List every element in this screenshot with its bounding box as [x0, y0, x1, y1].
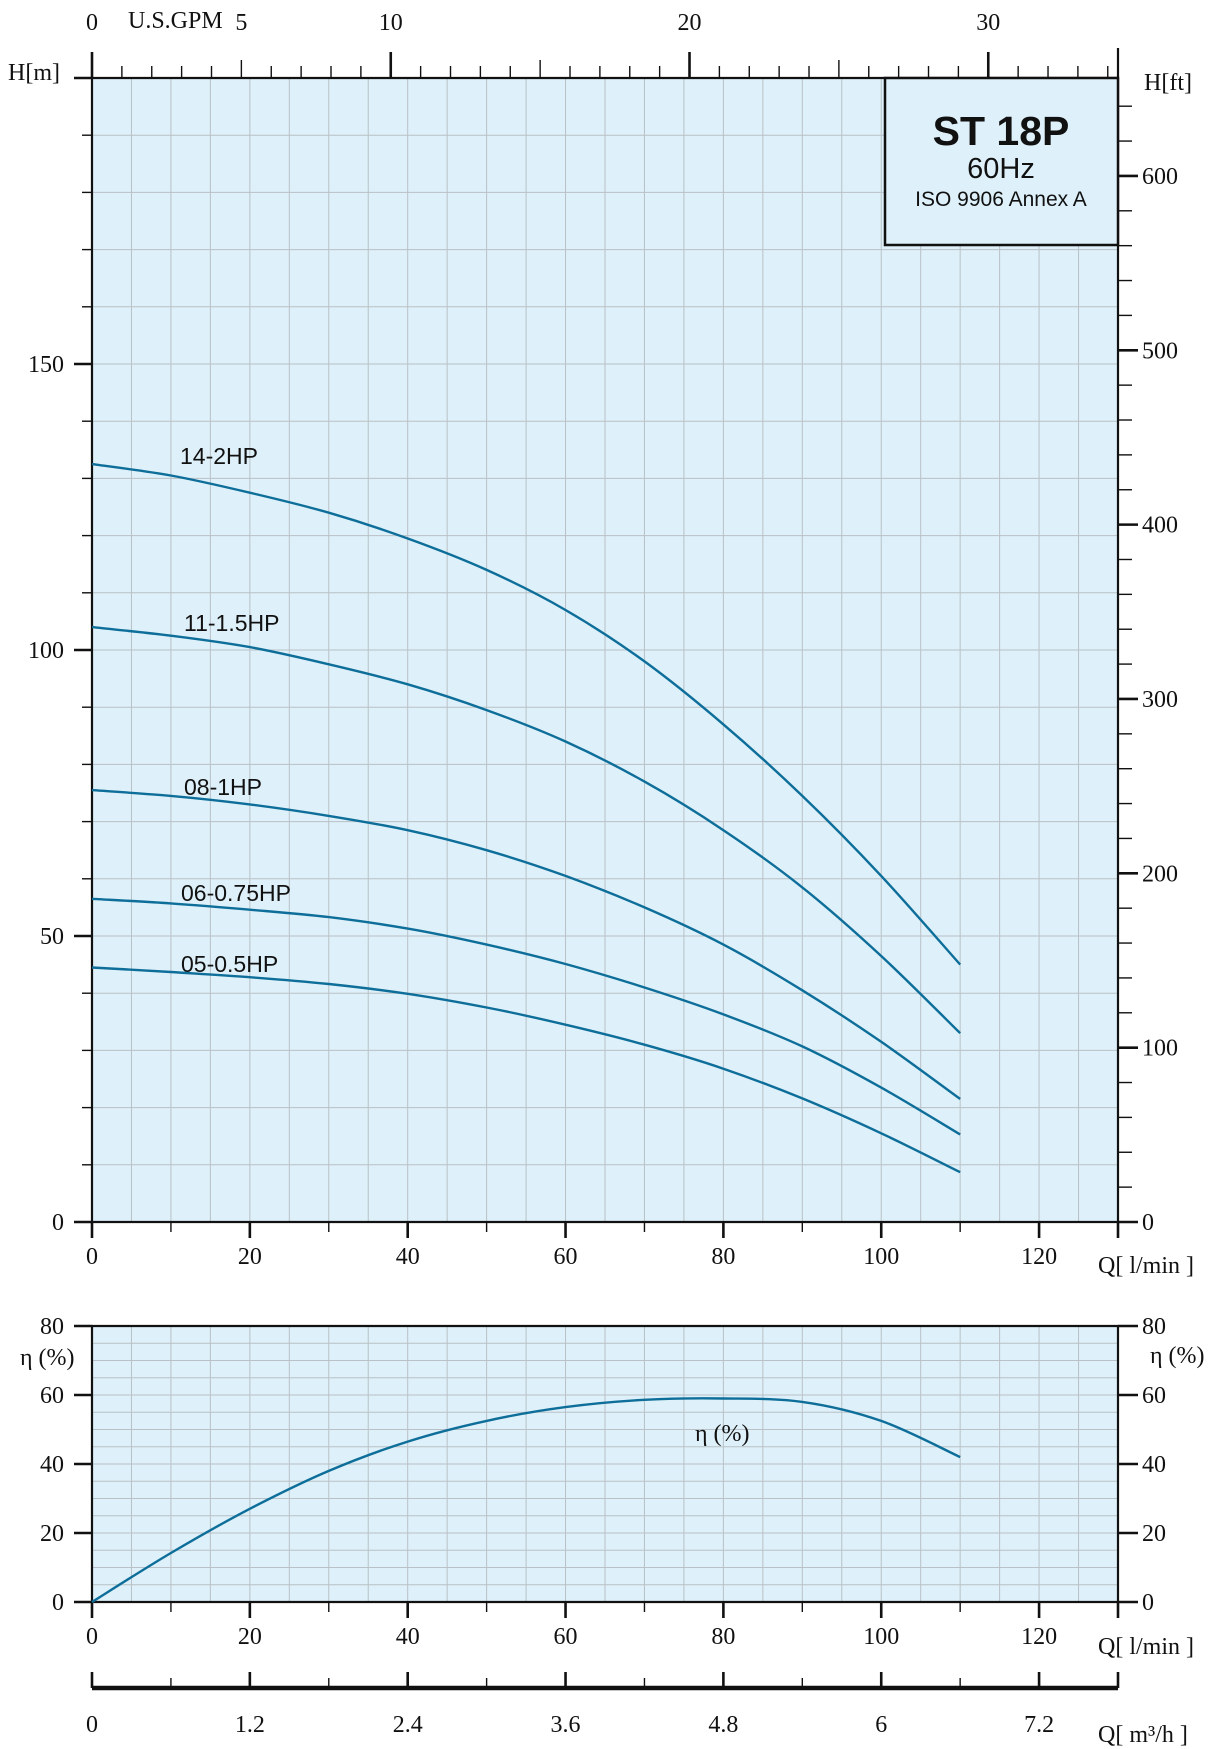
head-ft-tick-label: 300	[1142, 687, 1178, 713]
head-ft-axis-label: H[ft]	[1144, 70, 1192, 96]
flow-lmin-tick-label: 20	[238, 1624, 262, 1650]
head-ft-tick-label: 0	[1142, 1210, 1154, 1236]
flow-lmin-axis-label-top: Q[ l/min ]	[1098, 1253, 1194, 1279]
head-m-axis-label: H[m]	[8, 60, 60, 86]
flow-m3h-tick-label: 4.8	[708, 1712, 738, 1738]
efficiency-right-tick-label: 0	[1142, 1590, 1154, 1616]
head-ft-tick-label: 100	[1142, 1036, 1178, 1062]
flow-lmin-tick-label: 120	[1021, 1244, 1057, 1270]
curve-label: 11-1.5HP	[184, 610, 279, 636]
flow-m3h-tick-label: 3.6	[551, 1712, 581, 1738]
flow-lmin-tick-label: 40	[396, 1244, 420, 1270]
head-m-tick-label: 150	[28, 352, 64, 378]
head-ft-tick-label: 600	[1142, 164, 1178, 190]
head-ft-tick-label: 500	[1142, 338, 1178, 364]
flow-lmin-tick-label: 60	[554, 1244, 578, 1270]
gpm-tick-label: 30	[976, 10, 1000, 36]
efficiency-right-axis-label: η (%)	[1150, 1343, 1205, 1369]
efficiency-left-axis-label: η (%)	[20, 1345, 75, 1371]
efficiency-left-tick-label: 80	[40, 1314, 64, 1340]
flow-lmin-tick-label: 100	[863, 1244, 899, 1270]
efficiency-right-tick-label: 60	[1142, 1383, 1166, 1409]
gpm-tick-label: 0	[86, 10, 98, 36]
efficiency-right-tick-label: 20	[1142, 1521, 1166, 1547]
flow-lmin-tick-label: 80	[711, 1244, 735, 1270]
efficiency-left-tick-label: 60	[40, 1383, 64, 1409]
gpm-tick-label: 20	[678, 10, 702, 36]
efficiency-left-tick-label: 20	[40, 1521, 64, 1547]
efficiency-curves: η (%)	[91, 1397, 961, 1604]
flow-lmin-axis-label-bottom: Q[ l/min ]	[1098, 1634, 1194, 1660]
head-curve-14-2HP	[91, 462, 962, 966]
title-box	[883, 76, 1120, 247]
flow-m3h-tick-label: 1.2	[235, 1712, 265, 1738]
flow-m3h-tick-label: 0	[86, 1712, 98, 1738]
head-curve-11-1.5HP	[91, 625, 962, 1035]
gpm-axis-label: U.S.GPM	[128, 8, 223, 34]
head-ft-tick-label: 400	[1142, 513, 1178, 539]
efficiency-grid	[92, 1326, 1118, 1602]
curve-label: 14-2HP	[180, 443, 258, 469]
head-curve-08-1HP	[91, 788, 961, 1100]
frequency-label: 60Hz	[967, 153, 1035, 185]
head-curves: 14-2HP 11-1.5HP 08-1HP 06-0.75HP 05-0.5HP	[91, 443, 962, 1174]
flow-lmin-tick-label: 40	[396, 1624, 420, 1650]
gpm-tick-label: 10	[379, 10, 403, 36]
flow-lmin-tick-label: 20	[238, 1244, 262, 1270]
model-title: ST 18P	[933, 108, 1070, 154]
flow-m3h-tick-label: 2.4	[393, 1712, 423, 1738]
flow-lmin-tick-label: 120	[1021, 1624, 1057, 1650]
tick-marks	[74, 52, 1138, 1688]
head-curve-05-0.5HP	[91, 966, 961, 1174]
efficiency-left-tick-label: 0	[52, 1590, 64, 1616]
flow-lmin-tick-label: 60	[554, 1624, 578, 1650]
head-m-tick-label: 100	[28, 638, 64, 664]
curve-label: 06-0.75HP	[181, 880, 291, 906]
efficiency-curve-label: η (%)	[695, 1421, 750, 1447]
flow-m3h-tick-label: 7.2	[1024, 1712, 1054, 1738]
flow-lmin-tick-label: 100	[863, 1624, 899, 1650]
efficiency-right-tick-label: 80	[1142, 1314, 1166, 1340]
gpm-tick-label: 5	[235, 10, 247, 36]
flow-lmin-tick-label: 0	[86, 1624, 98, 1650]
curve-label: 05-0.5HP	[181, 951, 278, 977]
standard-label: ISO 9906 Annex A	[915, 188, 1087, 211]
head-m-tick-label: 50	[40, 924, 64, 950]
flow-m3h-axis-label: Q[ m³/h ]	[1098, 1722, 1188, 1748]
curve-label: 08-1HP	[184, 774, 262, 800]
flow-m3h-tick-label: 6	[875, 1712, 887, 1738]
head-grid	[92, 78, 1118, 1222]
head-ft-tick-label: 200	[1142, 861, 1178, 887]
head-curve-06-0.75HP	[91, 897, 961, 1136]
efficiency-left-tick-label: 40	[40, 1452, 64, 1478]
head-m-tick-label: 0	[52, 1210, 64, 1236]
flow-lmin-tick-label: 0	[86, 1244, 98, 1270]
efficiency-curve	[91, 1397, 961, 1604]
flow-lmin-tick-label: 80	[711, 1624, 735, 1650]
efficiency-right-tick-label: 40	[1142, 1452, 1166, 1478]
